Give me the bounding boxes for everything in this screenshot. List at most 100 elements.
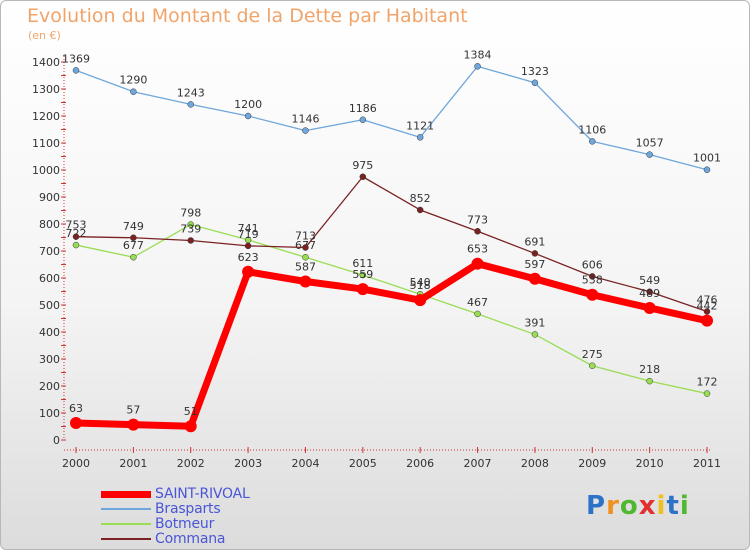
data-point — [531, 331, 539, 338]
data-point — [299, 275, 312, 288]
logo-letter: r — [606, 491, 620, 521]
y-tick-label: 0 — [53, 434, 60, 447]
data-point — [646, 377, 653, 385]
x-tick-label: 2001 — [119, 457, 147, 470]
data-point — [72, 241, 80, 249]
data-point — [244, 242, 252, 250]
data-label: 1106 — [578, 123, 606, 136]
data-point — [242, 265, 255, 278]
data-point — [187, 221, 194, 228]
data-label: 975 — [352, 159, 373, 172]
legend-item: Commana — [101, 531, 225, 547]
data-label: 476 — [697, 293, 718, 306]
data-point — [703, 390, 711, 397]
series-line-botmeur — [75, 223, 708, 395]
data-point — [643, 301, 656, 314]
data-label: 753 — [66, 219, 87, 232]
x-tick-label: 2005 — [349, 457, 377, 470]
data-label: 773 — [467, 213, 488, 226]
data-point — [416, 134, 424, 141]
data-point — [528, 272, 541, 285]
data-label: 597 — [524, 258, 545, 271]
data-point — [359, 271, 367, 279]
y-tick-label: 200 — [39, 380, 60, 393]
data-label: 611 — [352, 257, 373, 270]
x-tick-label: 2004 — [291, 457, 319, 470]
data-label: 739 — [180, 222, 201, 235]
logo-letter: t — [666, 491, 680, 521]
y-tick-label: 500 — [39, 299, 60, 312]
x-tick-label: 2000 — [62, 457, 90, 470]
legend-swatch — [101, 523, 151, 525]
data-point — [589, 362, 596, 369]
data-label: 559 — [352, 268, 373, 281]
x-tick-label: 2006 — [406, 457, 434, 470]
data-point — [646, 288, 653, 296]
data-label: 623 — [238, 251, 259, 264]
logo-letter: x — [638, 491, 657, 521]
y-tick-label: 1400 — [32, 56, 60, 69]
data-point — [70, 416, 82, 429]
legend-swatch — [101, 538, 151, 540]
data-point — [302, 244, 309, 251]
x-tick-label: 2003 — [234, 457, 262, 470]
legend-label: Brasparts — [155, 501, 221, 517]
x-tick-label: 2007 — [464, 457, 492, 470]
data-label: 587 — [295, 261, 316, 274]
proxiti-logo: Proxiti — [586, 491, 690, 521]
y-tick-label: 400 — [39, 326, 60, 339]
data-label: 691 — [524, 235, 545, 248]
data-point — [471, 257, 484, 270]
data-point — [356, 283, 369, 296]
data-label: 1186 — [349, 102, 377, 115]
data-label: 538 — [582, 274, 603, 287]
data-point — [359, 173, 367, 180]
y-tick-label: 100 — [39, 407, 60, 420]
data-label: 1200 — [234, 98, 262, 111]
logo-letter: i — [656, 491, 667, 521]
x-tick-label: 2002 — [177, 457, 205, 470]
data-label: 57 — [126, 404, 140, 417]
y-tick-label: 300 — [39, 353, 60, 366]
data-label: 172 — [697, 376, 718, 389]
data-label: 489 — [639, 287, 660, 300]
data-label: 1243 — [177, 86, 205, 99]
data-label: 677 — [123, 239, 144, 252]
data-point — [130, 253, 137, 261]
data-label: 741 — [238, 222, 259, 235]
data-label: 275 — [582, 348, 603, 361]
data-point — [531, 250, 539, 257]
logo-letter: o — [619, 491, 639, 521]
data-label: 798 — [180, 207, 201, 220]
data-point — [302, 253, 309, 261]
data-point — [474, 63, 481, 70]
data-point — [646, 151, 653, 158]
data-point — [703, 308, 711, 315]
data-point — [703, 166, 711, 173]
data-label: 467 — [467, 296, 488, 309]
data-label: 653 — [467, 243, 488, 256]
legend-item: SAINT-RIVOAL — [101, 486, 250, 502]
data-point — [589, 273, 596, 280]
y-tick-label: 1300 — [32, 83, 60, 96]
unit-label: (en €) — [28, 29, 61, 42]
data-point — [130, 234, 137, 242]
data-point — [701, 314, 713, 327]
y-tick-label: 900 — [39, 191, 60, 204]
data-label: 1323 — [521, 65, 549, 78]
data-point — [474, 310, 481, 318]
data-point — [531, 79, 539, 87]
x-tick-label: 2010 — [636, 457, 664, 470]
data-label: 719 — [238, 228, 259, 241]
legend-label: Commana — [155, 531, 226, 547]
data-label: 1384 — [464, 48, 492, 61]
data-point — [184, 420, 197, 433]
data-point — [414, 294, 427, 307]
legend-swatch — [101, 490, 151, 498]
legend-label: SAINT-RIVOAL — [155, 486, 250, 502]
data-label: 1290 — [119, 74, 147, 87]
y-tick-label: 1200 — [32, 110, 60, 123]
series-line-commana — [75, 176, 708, 313]
data-label: 549 — [639, 274, 660, 287]
